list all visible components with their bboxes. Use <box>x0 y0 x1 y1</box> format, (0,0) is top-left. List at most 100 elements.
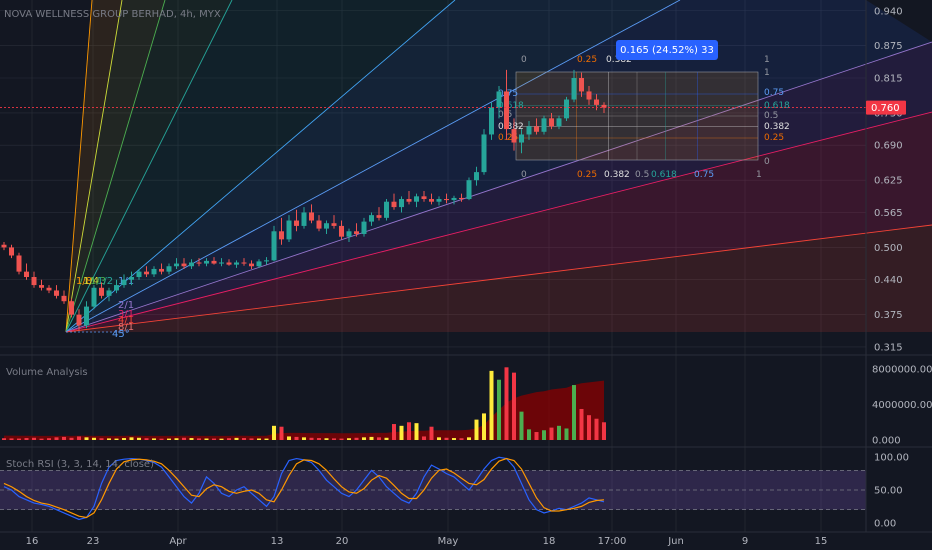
volume-bar <box>399 425 404 440</box>
fib-box-left-label: 0.25 <box>498 133 518 143</box>
last-price-tag: 0.760 <box>866 100 906 115</box>
price-axis-tick: 0.500 <box>874 243 903 254</box>
gann-fan-line[interactable] <box>65 224 932 333</box>
volume-bar <box>512 372 516 440</box>
fib-box-top-label: 1 <box>764 55 770 65</box>
candle-body <box>436 199 442 202</box>
volume-bar <box>467 437 471 440</box>
gann-fan-line[interactable] <box>65 111 932 333</box>
gann-fan-label: 1/3 <box>90 276 106 287</box>
stoch-rsi-pane <box>0 456 866 521</box>
measure-tooltip: 0.165 (24.52%) 33 <box>616 40 718 60</box>
last-price-label: 0.760 <box>871 103 900 114</box>
volume-bar <box>107 438 111 440</box>
volume-bar <box>17 438 21 440</box>
price-axis-tick: 0.625 <box>874 176 903 187</box>
price-axis[interactable]: 0.3150.3750.4400.5000.5650.6250.6900.750… <box>872 6 932 529</box>
volume-axis-tick: 8000000.000 <box>872 365 932 376</box>
gann-fan-label: 8/1 <box>118 322 134 333</box>
volume-bar <box>302 437 306 440</box>
candle-body <box>421 196 427 200</box>
candle-body <box>84 306 89 326</box>
volume-bar <box>557 425 561 440</box>
fib-box-bottom-label: 0 <box>521 170 527 180</box>
fib-box-top-label: 0 <box>521 55 527 65</box>
volume-bar <box>579 408 584 440</box>
volume-bar <box>122 438 126 440</box>
candle-body <box>496 91 502 108</box>
candle-body <box>31 277 37 286</box>
candle-body <box>466 180 472 200</box>
measure-label: 0.165 (24.52%) 33 <box>620 45 714 56</box>
volume-bar <box>9 438 14 440</box>
fib-box-bottom-label: 0.75 <box>694 170 714 180</box>
candle-body <box>9 247 14 256</box>
candle-body <box>129 277 134 280</box>
price-axis-tick: 0.565 <box>874 208 903 219</box>
candle-body <box>136 271 142 278</box>
volume-bar <box>182 437 186 440</box>
fib-box-right-label: 1 <box>764 68 770 78</box>
candle-body <box>429 199 434 202</box>
volume-bar <box>174 438 179 440</box>
volume-bar <box>137 437 141 440</box>
fib-box-left-label: 0.618 <box>498 101 524 111</box>
fib-box-right-label: 0.75 <box>764 88 784 98</box>
stoch-axis-tick: 0.00 <box>874 518 896 529</box>
candle-body <box>54 290 59 296</box>
volume-bar <box>24 438 29 440</box>
time-axis[interactable]: 16 23 Apr 13 20 May 18 17:00 Jun 9 15 <box>26 536 828 547</box>
candle-body <box>309 212 314 221</box>
gann-fan[interactable]: 1/81/41/31/21/12/13/14/18/145° <box>65 0 932 340</box>
volume-bar <box>272 425 276 440</box>
volume-bar <box>227 438 231 440</box>
gann-fan-label: 45° <box>112 329 130 340</box>
gann-fan-line[interactable] <box>65 0 93 333</box>
volume-bar <box>497 379 501 440</box>
candle-body <box>219 262 224 264</box>
candle-body <box>114 285 119 291</box>
volume-bar <box>437 437 441 440</box>
fib-box-bottom-label: 0.618 <box>651 170 677 180</box>
gann-fan-line[interactable] <box>65 41 932 333</box>
volume-bar <box>392 424 396 440</box>
gann-fan-line[interactable] <box>65 0 166 333</box>
fib-time-price-box[interactable]: 0 0.25 0.382 10 0.25 0.382 0.5 0.618 0.75 110.750… <box>498 55 790 180</box>
volume-bar <box>504 367 509 440</box>
gann-fan-line[interactable] <box>65 0 681 333</box>
volume-bar <box>377 437 381 440</box>
candle-body <box>406 199 412 202</box>
candle-body <box>241 262 247 264</box>
candle-body <box>106 290 112 296</box>
time-axis-tick: 17:00 <box>598 536 627 547</box>
candle-body <box>211 260 217 264</box>
candle-body <box>571 77 577 100</box>
volume-bar <box>332 438 336 440</box>
gann-fan-line[interactable] <box>65 0 456 333</box>
volume-bar <box>279 426 284 440</box>
volume-bar <box>317 438 321 440</box>
volume-bar <box>54 437 59 440</box>
fib-box-bottom-label: 1 <box>756 170 762 180</box>
volume-bar <box>99 438 104 440</box>
candle-body <box>151 268 157 275</box>
volume-bar <box>572 385 576 440</box>
gann-fan-line[interactable] <box>65 0 233 333</box>
volume-bar <box>189 438 194 440</box>
candle-body <box>526 126 532 135</box>
candle-body <box>264 260 269 262</box>
fib-box-bottom-label: 0.5 <box>635 170 649 180</box>
last-price-tag-bg <box>866 100 906 115</box>
volume-bar <box>587 415 591 440</box>
candle-body <box>564 99 569 119</box>
price-axis-tick: 0.690 <box>874 141 903 152</box>
candle-series <box>1 69 607 331</box>
volume-bar <box>287 436 291 440</box>
chart-title: NOVA WELLNESS GROUP BERHAD, 4h, MYX <box>4 9 221 20</box>
volume-bar <box>159 438 164 440</box>
volume-bar <box>594 418 599 440</box>
volume-bar <box>414 423 419 440</box>
gann-fan-line[interactable] <box>65 0 123 333</box>
candle-body <box>286 220 292 240</box>
volume-bar <box>489 370 494 440</box>
